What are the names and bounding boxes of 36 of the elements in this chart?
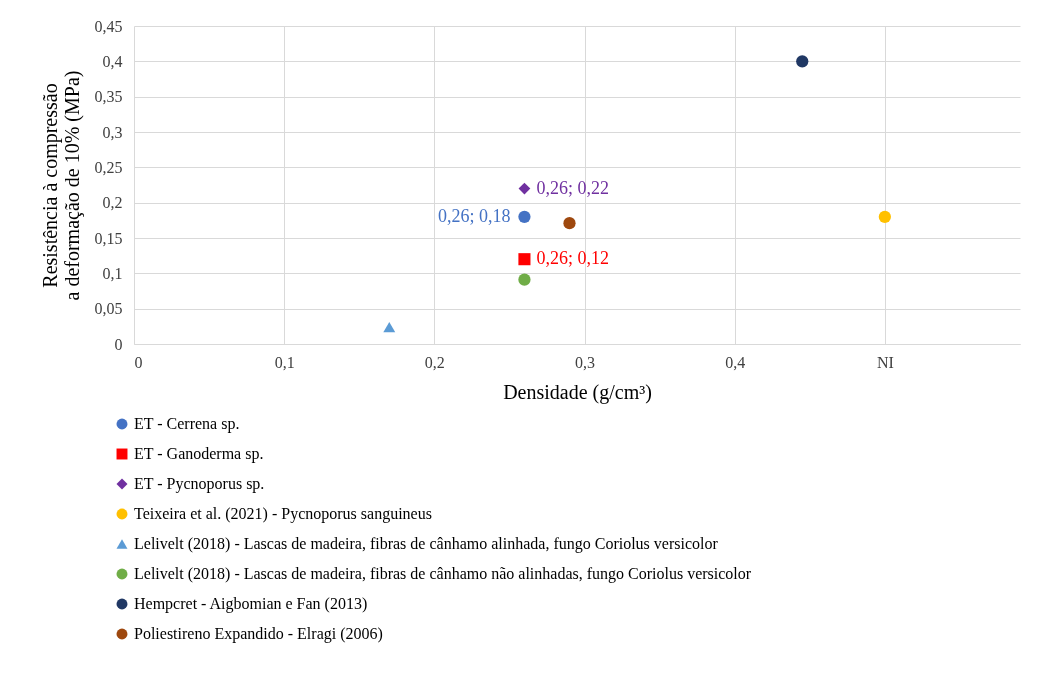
point (878, 210, 891, 223)
point (518, 253, 531, 266)
y-tick-label: 0,3 (102, 123, 123, 141)
y-tick-label: 0,15 (94, 229, 123, 247)
data-label: 0,26; 0,12 (536, 248, 609, 269)
legend-label: ET - Ganoderma sp. (134, 445, 264, 463)
y-tick-label: 0,4 (102, 52, 123, 70)
x-tick-label: 0,3 (575, 353, 596, 371)
y-tick-label: 0,25 (94, 158, 123, 176)
y-tick-label: 0,2 (102, 194, 123, 212)
x-tick-label: 0 (134, 353, 143, 371)
legend-label: Teixeira et al. (2021) - Pycnoporus sanguineus (134, 505, 432, 523)
y-tick-label: 0,05 (94, 300, 123, 318)
y-tick-label: 0,45 (94, 17, 123, 35)
legend-label: Lelivelt (2018) - Lascas de madeira, fibras de cânhamo não alinhadas, fungo Coriolus versicolor (134, 565, 752, 583)
x-axis-title: Densidade (g/cm³) (503, 380, 652, 404)
x-tick-label: NI (876, 353, 894, 371)
x-tick-label: 0,2 (424, 353, 445, 371)
y-axis-title: Resistência à compressão a deformação de 10% (MPa) (38, 70, 84, 301)
data-label: 0,26; 0,18 (437, 205, 511, 226)
point (796, 55, 809, 68)
point (518, 210, 531, 223)
point (383, 321, 396, 333)
y-tick-label: 0 (114, 335, 123, 353)
data-label: 0,26; 0,22 (536, 177, 609, 198)
x-tick-label: 0,4 (725, 353, 746, 371)
point (563, 217, 576, 230)
point (518, 273, 531, 286)
legend-label: ET - Cerrena sp. (134, 415, 240, 433)
legend-label: Hempcret - Aigbomian e Fan (2013) (134, 595, 368, 613)
legend-label: Poliestireno Expandido - Elragi (2006) (134, 625, 383, 643)
legend-label: Lelivelt (2018) - Lascas de madeira, fibras de cânhamo alinhada, fungo Coriolus versicolor (134, 535, 719, 553)
legend-label: ET - Pycnoporus sp. (134, 475, 265, 493)
y-tick-label: 0,1 (102, 264, 123, 282)
y-tick-label: 0,35 (94, 88, 123, 106)
x-tick-label: 0,1 (274, 353, 295, 371)
